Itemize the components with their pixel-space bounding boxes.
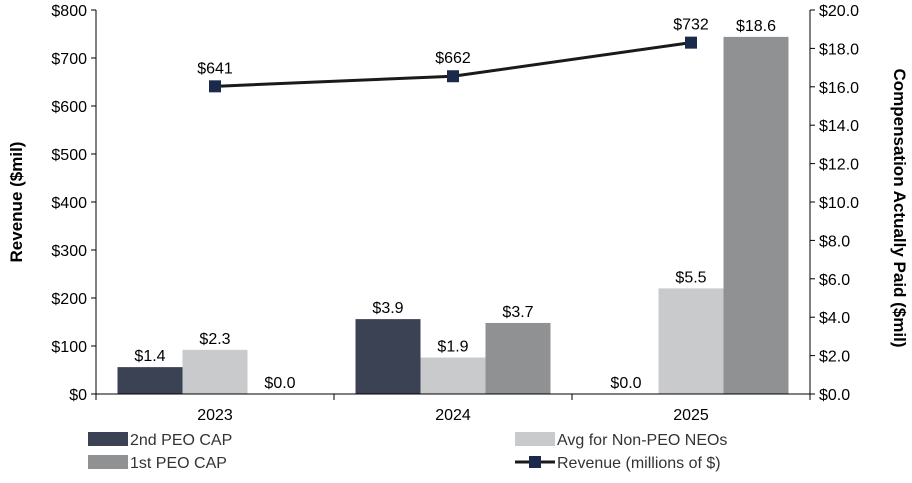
bar-1st-peo-cap-2024: [485, 322, 551, 394]
bar-data-label: $18.6: [736, 18, 776, 35]
revenue-marker-2023: [209, 80, 221, 93]
right-tick-label: $12.0: [819, 157, 859, 174]
bar-data-label: $1.4: [134, 348, 165, 365]
left-tick-label: $800: [51, 3, 87, 20]
right-tick-label: $4.0: [819, 310, 850, 327]
right-axis-title: Compensation Actually Paid ($mil): [890, 69, 909, 348]
left-tick-label: $0: [69, 387, 87, 404]
revenue-line-group: $641 $662 $732: [197, 17, 709, 93]
bar-2nd-peo-cap-2023: [117, 367, 183, 394]
revenue-marker-2024: [447, 70, 459, 83]
legend-marker-swatch: [529, 456, 541, 468]
legend-label: Revenue (millions of $): [557, 455, 721, 472]
bar-2nd-peo-cap-2024: [355, 319, 421, 394]
left-tick-label: $200: [51, 291, 87, 308]
x-tick-label: 2025: [673, 407, 709, 424]
revenue-data-label: $662: [435, 50, 471, 67]
right-tick-label: $8.0: [819, 233, 850, 250]
legend-label: 1st PEO CAP: [130, 455, 227, 472]
legend-label: 2nd PEO CAP: [130, 432, 232, 449]
right-tick-label: $18.0: [819, 41, 859, 58]
bar-avg-for-non-peo-neos-2023: [182, 349, 248, 394]
right-tick-label: $14.0: [819, 118, 859, 135]
legend-swatch: [515, 432, 555, 446]
revenue-data-label: $732: [673, 17, 709, 34]
left-tick-label: $400: [51, 195, 87, 212]
bar-data-label: $0.0: [610, 375, 641, 392]
bar-data-label: $0.0: [264, 375, 295, 392]
legend-swatch: [88, 432, 128, 446]
legend-swatch: [88, 455, 128, 469]
x-tick-label: 2024: [435, 407, 471, 424]
right-tick-label: $20.0: [819, 3, 859, 20]
bar-avg-for-non-peo-neos-2025: [658, 288, 724, 394]
right-tick-label: $2.0: [819, 349, 850, 366]
bar-data-label: $3.7: [502, 304, 533, 321]
left-tick-label: $300: [51, 243, 87, 260]
legend: 2nd PEO CAP Avg for Non-PEO NEOs 1st PEO C…: [88, 432, 727, 472]
bar-data-label: $5.5: [675, 269, 706, 286]
bar-series-group: $1.4 $2.3 $0.0 $3.9 $1.9 $3.7 $0.0 $5.5 $18.6: [117, 18, 789, 394]
left-tick-label: $500: [51, 147, 87, 164]
right-tick-label: $6.0: [819, 272, 850, 289]
bar-avg-for-non-peo-neos-2024: [420, 357, 486, 394]
revenue-marker-2025: [685, 36, 697, 49]
right-tick-label: $16.0: [819, 80, 859, 97]
axes-group: $0 $100 $200 $300 $400 $500 $600 $700 $800 $0.0 $2…: [7, 3, 909, 424]
bar-data-label: $2.3: [199, 331, 230, 348]
bar-1st-peo-cap-2025: [723, 36, 789, 394]
left-tick-label: $100: [51, 339, 87, 356]
right-tick-label: $10.0: [819, 195, 859, 212]
left-tick-label: $700: [51, 51, 87, 68]
x-tick-label: 2023: [197, 407, 233, 424]
legend-label: Avg for Non-PEO NEOs: [557, 432, 727, 449]
right-tick-label: $0.0: [819, 387, 850, 404]
left-tick-label: $600: [51, 99, 87, 116]
revenue-data-label: $641: [197, 60, 233, 77]
bar-data-label: $1.9: [437, 339, 468, 356]
bar-data-label: $3.9: [372, 300, 403, 317]
left-axis-title: Revenue ($mil): [7, 142, 26, 263]
